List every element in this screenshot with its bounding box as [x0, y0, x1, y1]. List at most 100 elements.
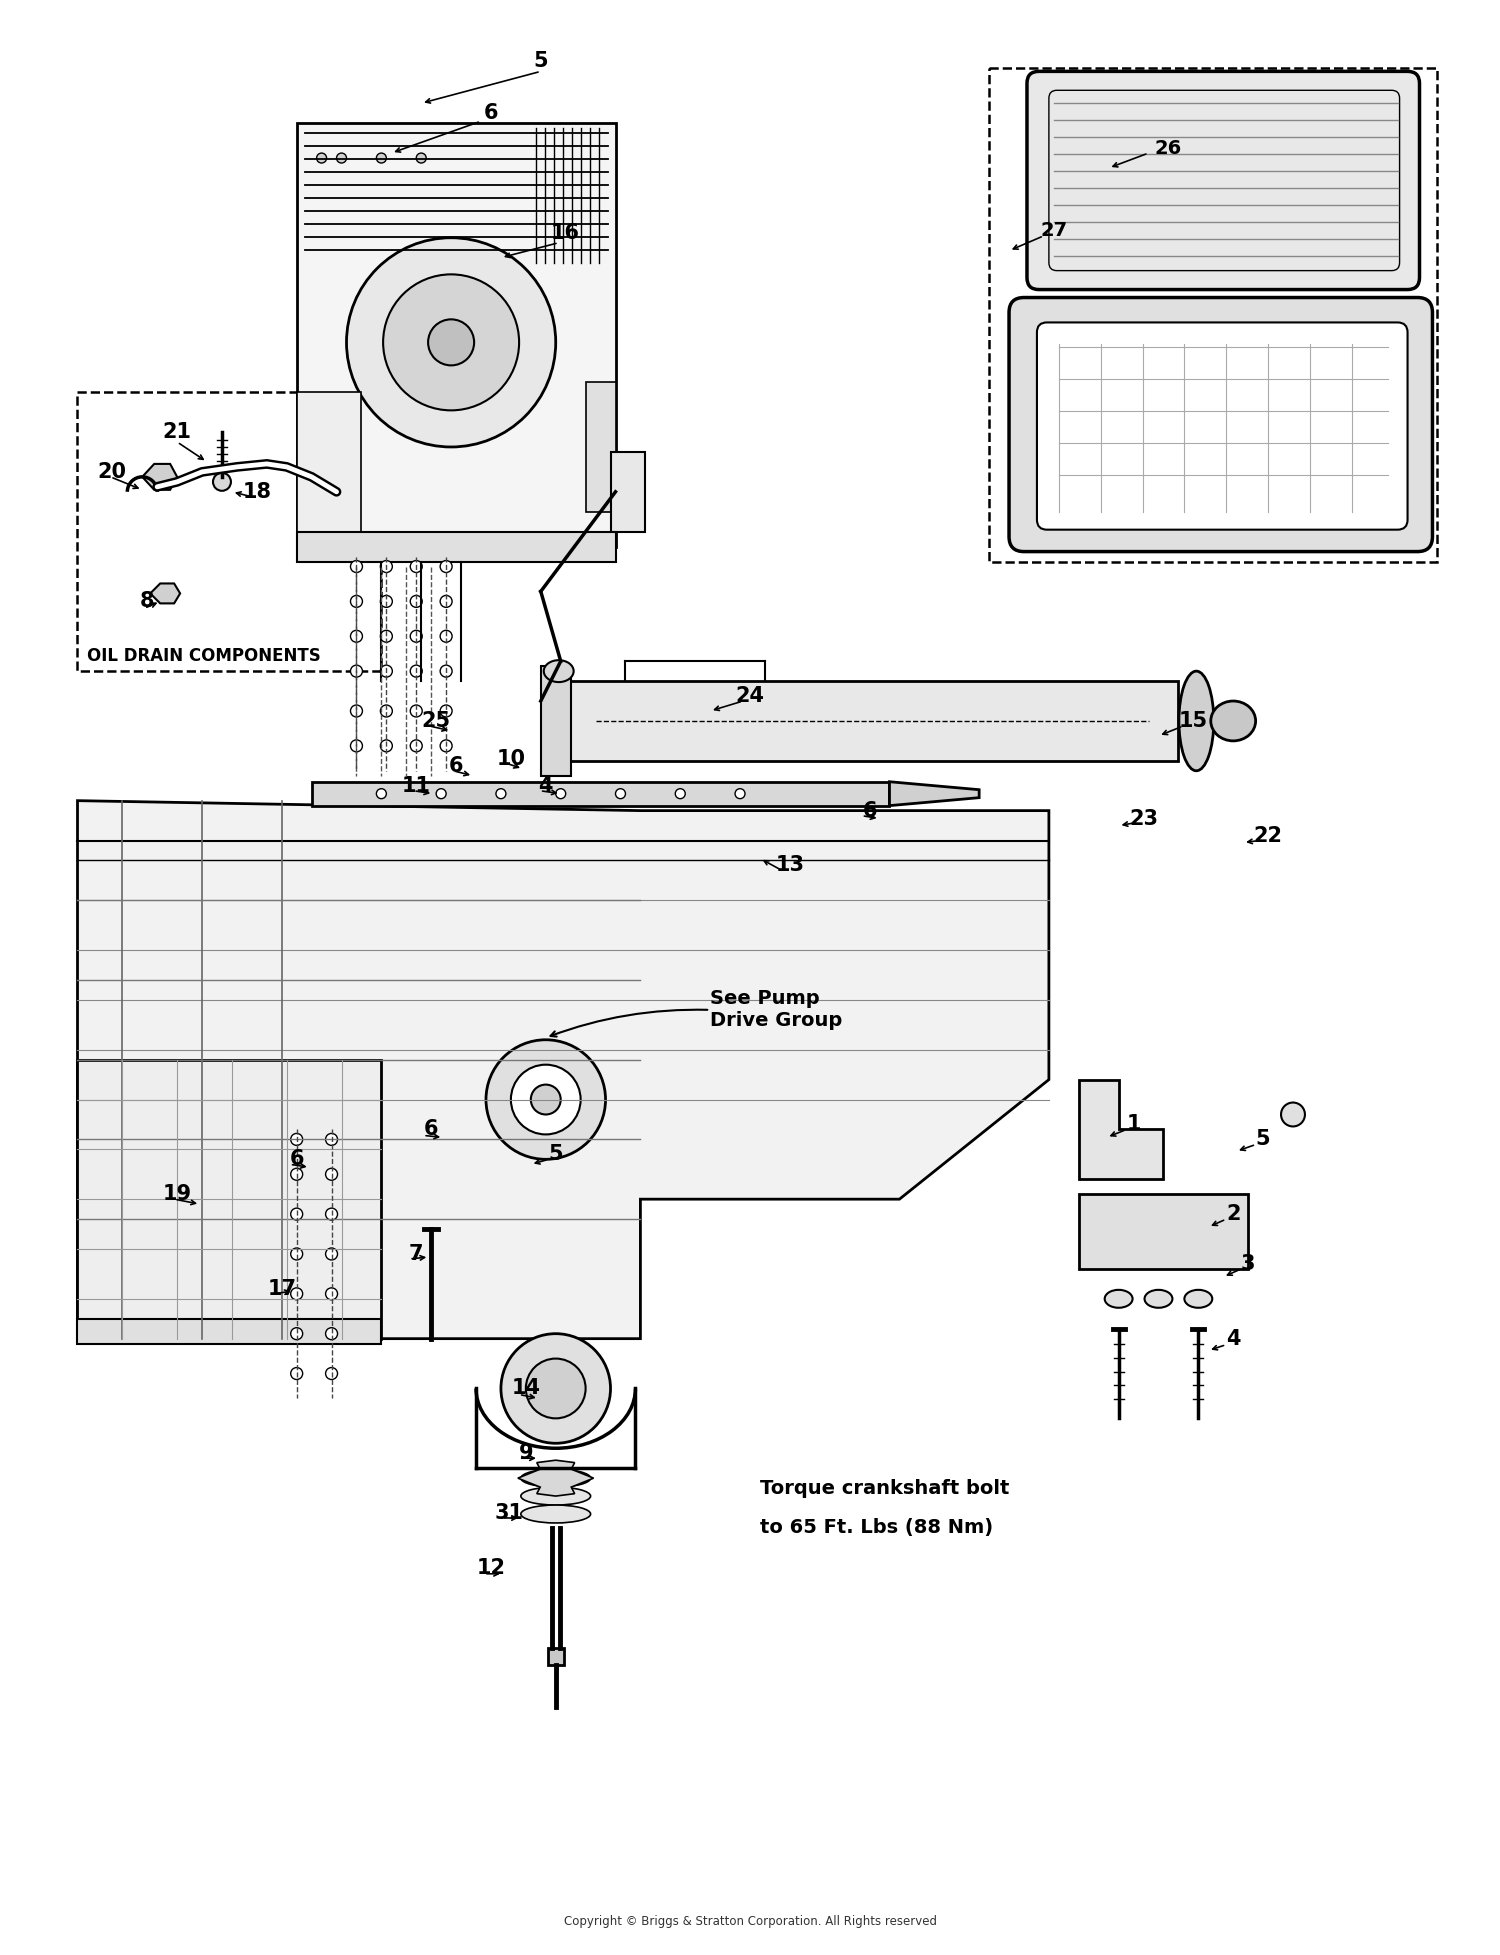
Text: 17: 17 — [267, 1279, 296, 1298]
Circle shape — [351, 665, 363, 676]
Text: 6: 6 — [290, 1150, 304, 1169]
Text: 6: 6 — [862, 802, 877, 821]
Text: 10: 10 — [496, 749, 525, 768]
Text: 21: 21 — [162, 422, 192, 442]
Text: 9: 9 — [519, 1443, 532, 1462]
Ellipse shape — [544, 661, 573, 682]
Circle shape — [326, 1327, 338, 1339]
Circle shape — [326, 1368, 338, 1380]
Bar — [542, 667, 570, 776]
Circle shape — [501, 1333, 610, 1443]
Circle shape — [381, 665, 393, 676]
Circle shape — [381, 706, 393, 717]
Circle shape — [291, 1368, 303, 1380]
Circle shape — [440, 596, 452, 608]
Text: 11: 11 — [402, 776, 430, 796]
Circle shape — [346, 239, 555, 448]
Circle shape — [411, 561, 422, 573]
Polygon shape — [150, 583, 180, 604]
Circle shape — [291, 1288, 303, 1300]
Circle shape — [381, 630, 393, 643]
Polygon shape — [142, 463, 177, 491]
Circle shape — [440, 665, 452, 676]
Circle shape — [291, 1169, 303, 1181]
Text: Torque crankshaft bolt: Torque crankshaft bolt — [760, 1478, 1010, 1498]
Text: 22: 22 — [1254, 825, 1282, 845]
Text: 26: 26 — [1155, 139, 1182, 158]
Bar — [482, 890, 920, 1089]
Bar — [312, 782, 890, 805]
Circle shape — [416, 152, 426, 162]
Circle shape — [291, 1208, 303, 1220]
Bar — [297, 123, 615, 547]
Circle shape — [735, 788, 746, 800]
Circle shape — [496, 788, 506, 800]
Circle shape — [411, 630, 422, 643]
Text: 14: 14 — [512, 1378, 540, 1398]
Ellipse shape — [1104, 1290, 1132, 1308]
Circle shape — [351, 706, 363, 717]
Text: 4: 4 — [538, 776, 554, 796]
Text: See Pump
Drive Group: See Pump Drive Group — [710, 989, 843, 1030]
Polygon shape — [890, 782, 980, 805]
Text: 23: 23 — [1130, 809, 1158, 829]
Circle shape — [411, 665, 422, 676]
Polygon shape — [78, 802, 1048, 1339]
Text: 27: 27 — [1041, 221, 1068, 240]
Circle shape — [351, 596, 363, 608]
Text: 5: 5 — [534, 51, 548, 72]
Text: to 65 Ft. Lbs (88 Nm): to 65 Ft. Lbs (88 Nm) — [760, 1519, 993, 1537]
Circle shape — [326, 1169, 338, 1181]
Text: 5: 5 — [549, 1144, 562, 1165]
Circle shape — [351, 739, 363, 753]
Bar — [566, 680, 1179, 760]
Text: 7: 7 — [410, 1243, 423, 1265]
Circle shape — [291, 1134, 303, 1146]
Text: 13: 13 — [776, 856, 804, 876]
Bar — [78, 393, 381, 671]
Circle shape — [531, 1085, 561, 1114]
Bar — [585, 383, 615, 512]
Text: OIL DRAIN COMPONENTS: OIL DRAIN COMPONENTS — [87, 647, 321, 665]
Text: 12: 12 — [477, 1558, 506, 1578]
Text: 1: 1 — [1126, 1114, 1142, 1134]
Circle shape — [440, 630, 452, 643]
Circle shape — [326, 1134, 338, 1146]
Text: 24: 24 — [735, 686, 765, 706]
Polygon shape — [518, 1460, 594, 1496]
Circle shape — [381, 561, 393, 573]
FancyBboxPatch shape — [1028, 72, 1419, 289]
Bar — [1078, 1195, 1248, 1269]
Circle shape — [411, 706, 422, 717]
Ellipse shape — [1179, 671, 1214, 770]
Circle shape — [381, 596, 393, 608]
FancyBboxPatch shape — [1010, 297, 1432, 551]
Polygon shape — [1078, 1079, 1164, 1179]
Circle shape — [486, 1040, 606, 1159]
Circle shape — [351, 630, 363, 643]
Circle shape — [336, 152, 346, 162]
Bar — [78, 1320, 381, 1343]
Text: Copyright © Briggs & Stratton Corporation. All Rights reserved: Copyright © Briggs & Stratton Corporatio… — [564, 1916, 936, 1928]
Circle shape — [555, 788, 566, 800]
Circle shape — [213, 473, 231, 491]
Bar — [548, 1648, 564, 1666]
Circle shape — [291, 1247, 303, 1259]
Ellipse shape — [520, 1468, 591, 1488]
Circle shape — [436, 788, 445, 800]
Circle shape — [440, 561, 452, 573]
Circle shape — [512, 1065, 580, 1134]
Text: 16: 16 — [550, 223, 580, 242]
Text: 2: 2 — [1226, 1204, 1240, 1224]
Circle shape — [526, 1359, 585, 1419]
Text: 6: 6 — [424, 1120, 438, 1140]
Text: 19: 19 — [162, 1185, 192, 1204]
Circle shape — [440, 739, 452, 753]
Circle shape — [615, 788, 626, 800]
Bar — [297, 532, 615, 561]
Ellipse shape — [520, 1505, 591, 1523]
Circle shape — [381, 739, 393, 753]
Text: 6: 6 — [448, 757, 464, 776]
Circle shape — [326, 1247, 338, 1259]
Text: 3: 3 — [1240, 1253, 1256, 1275]
